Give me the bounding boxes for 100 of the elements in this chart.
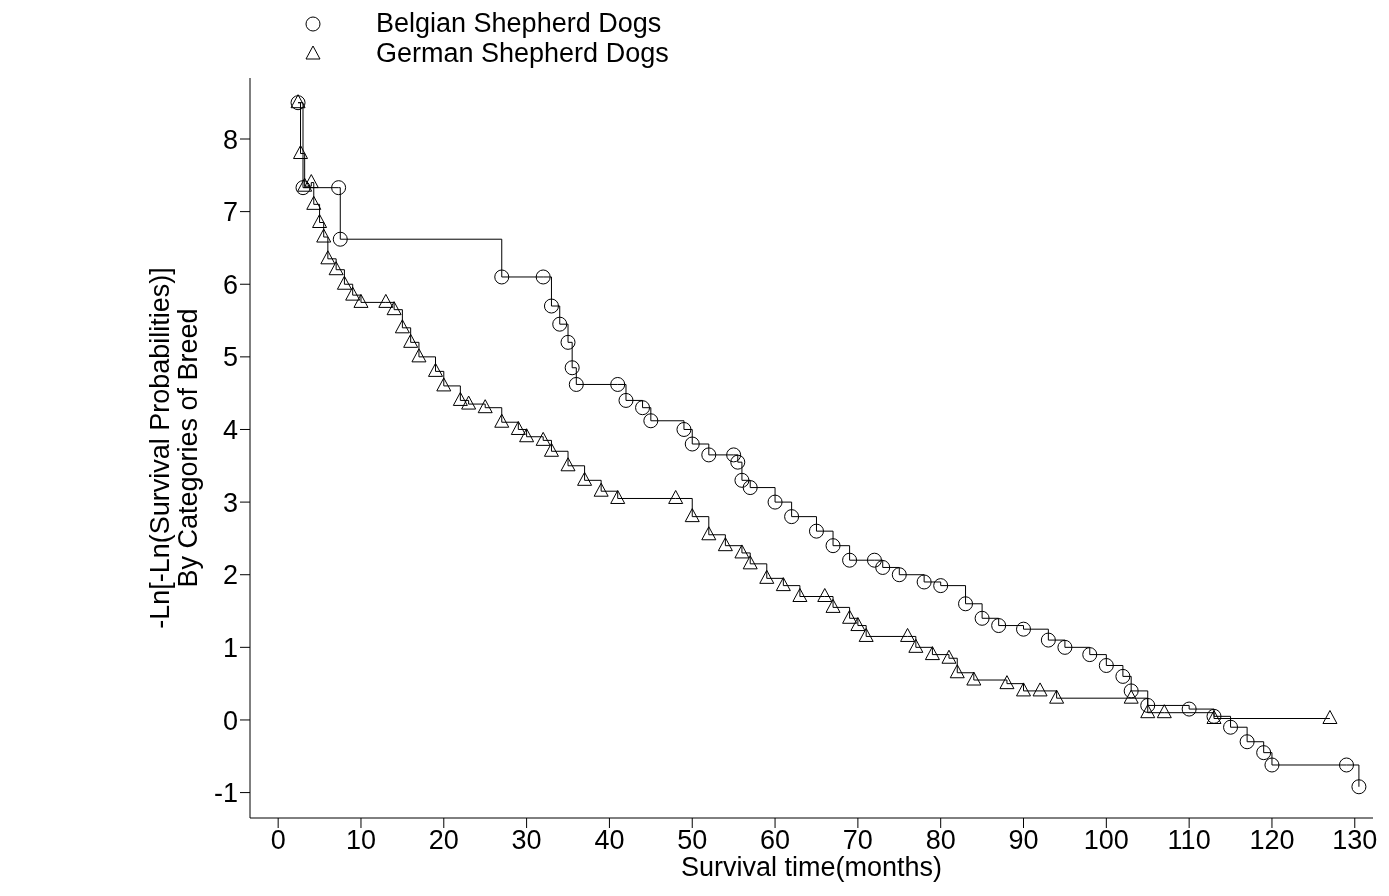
point — [759, 569, 775, 584]
point — [974, 610, 990, 626]
point — [1239, 734, 1255, 750]
point — [552, 316, 568, 332]
point — [933, 578, 949, 594]
point — [1016, 621, 1032, 637]
point — [1115, 668, 1131, 684]
point — [999, 675, 1015, 690]
point — [1123, 683, 1139, 699]
point — [494, 413, 510, 428]
x-tick-label: 30 — [511, 825, 542, 856]
point — [577, 471, 593, 486]
point — [336, 275, 352, 290]
legend-label: Belgian Shepherd Dogs — [376, 8, 662, 38]
point — [842, 609, 858, 624]
point — [676, 421, 692, 437]
point — [850, 617, 866, 632]
x-tick-label: 20 — [428, 825, 459, 856]
point — [866, 552, 882, 568]
point — [734, 472, 750, 488]
point — [858, 627, 874, 642]
point — [593, 482, 609, 497]
y-tick-label: 4 — [222, 415, 238, 446]
x-tick-label: 120 — [1249, 825, 1295, 856]
point — [1223, 719, 1239, 735]
point — [701, 447, 717, 463]
point — [1098, 658, 1114, 673]
point — [717, 537, 733, 552]
point — [792, 588, 808, 603]
point — [701, 526, 717, 541]
point — [1049, 689, 1065, 704]
point — [411, 348, 427, 363]
point — [560, 457, 576, 472]
point — [808, 523, 824, 539]
point — [535, 431, 551, 446]
point — [900, 627, 916, 642]
point — [817, 588, 833, 603]
x-tick-label: 130 — [1332, 825, 1378, 856]
x-tick-label: 100 — [1083, 825, 1129, 856]
point — [635, 400, 651, 416]
point — [1123, 689, 1139, 704]
point — [320, 250, 336, 265]
y-tick-label: 3 — [222, 487, 238, 518]
point — [924, 646, 940, 661]
point — [730, 454, 746, 470]
point — [386, 301, 402, 316]
point — [568, 376, 584, 392]
point — [394, 319, 410, 334]
y-tick-label: 7 — [222, 197, 238, 228]
point — [328, 261, 344, 276]
point — [293, 145, 309, 160]
y-tick-label: 5 — [222, 342, 238, 373]
point — [332, 231, 348, 247]
point — [353, 293, 369, 308]
point — [742, 480, 758, 496]
point — [510, 420, 526, 435]
point — [560, 334, 576, 350]
x-tick-label: 10 — [345, 825, 376, 856]
point — [734, 544, 750, 559]
point — [949, 664, 965, 679]
y-tick-label: 6 — [222, 269, 238, 300]
point — [1256, 745, 1272, 761]
point — [1351, 779, 1367, 795]
point — [331, 180, 347, 196]
point — [742, 555, 758, 570]
point — [825, 598, 841, 613]
point — [825, 538, 841, 554]
point — [1322, 710, 1338, 725]
point — [1264, 757, 1280, 773]
y-tick-label: -1 — [213, 778, 238, 809]
point — [312, 214, 328, 229]
point — [1339, 757, 1354, 773]
point — [610, 376, 626, 392]
point — [543, 298, 559, 314]
point — [564, 360, 580, 376]
point — [1040, 632, 1056, 648]
point — [316, 228, 332, 243]
point — [610, 489, 626, 504]
y-tick-label: 8 — [222, 124, 238, 155]
y-tick-label: 1 — [222, 632, 238, 663]
point — [345, 286, 361, 301]
point — [403, 333, 419, 348]
point — [966, 671, 982, 686]
x-tick-label: 110 — [1167, 825, 1211, 856]
point — [767, 494, 783, 510]
point — [618, 392, 634, 408]
point — [684, 436, 700, 452]
point — [775, 577, 791, 592]
point — [908, 638, 924, 653]
point — [1082, 647, 1098, 663]
point — [461, 395, 477, 410]
point — [519, 428, 535, 443]
x-tick-label: 40 — [594, 825, 625, 856]
point — [378, 293, 394, 308]
point — [941, 649, 957, 664]
point — [297, 177, 313, 192]
x-tick-label: 0 — [270, 825, 286, 856]
y-tick-label: 0 — [222, 705, 238, 736]
point — [494, 269, 510, 285]
point — [1032, 682, 1048, 697]
